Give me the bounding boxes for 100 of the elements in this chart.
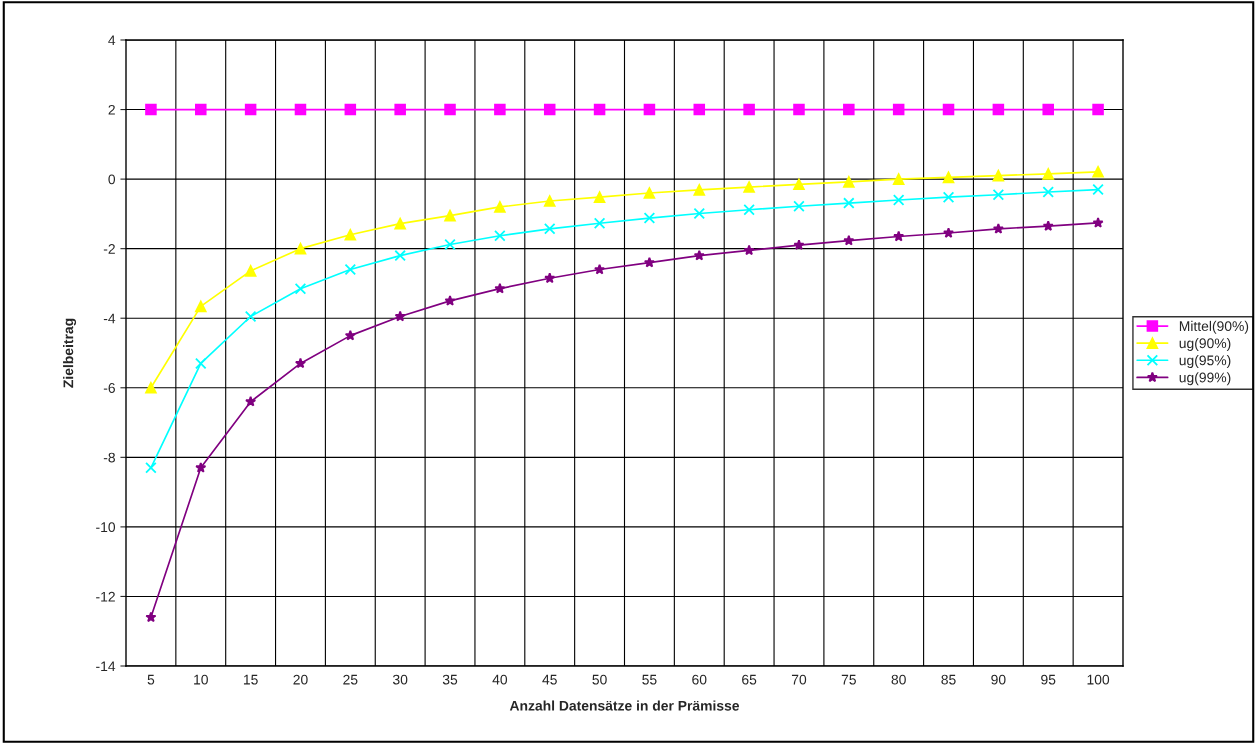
point — [643, 212, 656, 224]
point — [1092, 217, 1104, 228]
x-tick-label: 25 — [343, 674, 358, 685]
point — [1092, 166, 1104, 178]
point — [892, 194, 905, 206]
point — [145, 611, 157, 623]
point — [743, 103, 755, 116]
x-tick-label: 65 — [742, 674, 757, 685]
legend-label: Mittel(90%) — [1179, 320, 1249, 334]
point — [394, 103, 406, 116]
point — [394, 217, 406, 230]
x-tick-label: 30 — [392, 674, 408, 685]
point — [793, 103, 805, 116]
point — [693, 207, 706, 220]
point — [244, 310, 257, 323]
y-tick-label: 2 — [108, 104, 115, 115]
point — [195, 357, 207, 370]
x-tick-label: 100 — [1087, 674, 1110, 685]
point — [743, 244, 755, 256]
y-tick-label: -12 — [96, 591, 115, 602]
point — [992, 103, 1005, 116]
point — [693, 249, 705, 261]
point — [543, 195, 556, 207]
point — [543, 223, 556, 235]
x-tick-label: 85 — [941, 674, 956, 685]
point — [145, 103, 157, 116]
point — [344, 263, 357, 276]
point — [892, 173, 905, 185]
point — [294, 242, 307, 255]
x-tick-label: 20 — [293, 674, 308, 685]
x-tick-label: 75 — [841, 674, 856, 685]
point — [394, 249, 406, 262]
point — [444, 238, 456, 251]
point — [693, 103, 706, 116]
point — [942, 103, 955, 116]
x-tick-label: 90 — [991, 674, 1006, 685]
point — [843, 176, 855, 188]
y-axis-title: Zielbeitrag — [63, 318, 77, 388]
point — [1042, 186, 1054, 198]
point — [643, 103, 656, 116]
point — [394, 310, 406, 322]
x-tick-label: 80 — [891, 674, 906, 685]
point — [892, 103, 905, 116]
point — [145, 462, 157, 474]
point — [992, 223, 1004, 234]
point — [942, 191, 955, 203]
point — [494, 103, 506, 116]
point — [1042, 220, 1054, 231]
x-tick-label: 40 — [492, 674, 508, 685]
point — [494, 230, 506, 242]
x-tick-label: 5 — [147, 674, 155, 685]
point — [444, 103, 456, 116]
legend-label: ug(99%) — [1179, 372, 1231, 386]
y-tick-label: -14 — [96, 661, 116, 672]
point — [593, 103, 606, 116]
point — [244, 103, 257, 116]
point — [1092, 183, 1104, 196]
x-axis-title: Anzahl Datensätze in der Prämisse — [509, 700, 740, 711]
x-tick-label: 50 — [592, 674, 607, 685]
point — [294, 357, 307, 369]
point — [444, 295, 456, 306]
y-tick-label: 4 — [108, 35, 116, 46]
point — [593, 191, 606, 203]
point — [843, 103, 855, 116]
point — [942, 227, 955, 238]
point — [145, 382, 157, 394]
x-tick-label: 60 — [692, 674, 707, 685]
point — [942, 171, 955, 184]
point — [843, 197, 855, 209]
point — [344, 103, 357, 116]
y-tick-label: -8 — [103, 452, 115, 463]
y-tick-label: -2 — [103, 244, 115, 254]
y-tick-label: -4 — [103, 313, 116, 324]
point — [843, 234, 855, 246]
point — [244, 265, 257, 277]
point — [643, 187, 656, 199]
point — [195, 462, 207, 473]
point — [594, 263, 606, 275]
point — [693, 184, 706, 196]
point — [992, 188, 1005, 201]
point — [543, 103, 556, 116]
x-tick-label: 55 — [642, 674, 657, 685]
point — [195, 300, 207, 313]
x-tick-label: 95 — [1041, 674, 1056, 685]
x-tick-label: 45 — [542, 674, 557, 685]
point — [245, 395, 257, 407]
point — [444, 209, 456, 222]
point — [494, 201, 506, 213]
point — [793, 200, 805, 213]
point — [1042, 103, 1054, 116]
x-tick-label: 70 — [791, 674, 807, 685]
point — [494, 282, 506, 294]
x-tick-label: 10 — [194, 674, 208, 685]
y-tick-label: 0 — [108, 174, 116, 185]
point — [544, 272, 556, 284]
point — [195, 103, 207, 116]
point — [643, 256, 655, 268]
point — [992, 169, 1005, 182]
point — [793, 239, 805, 251]
point — [1092, 103, 1104, 116]
